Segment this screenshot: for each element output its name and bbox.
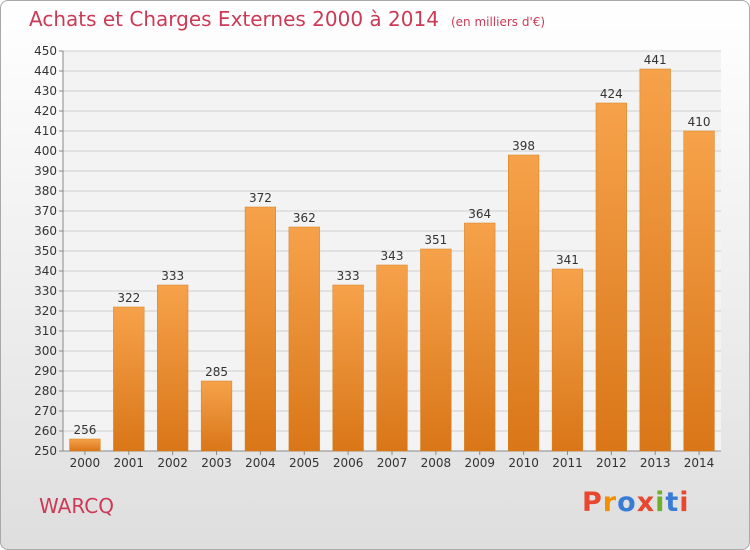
data-label: 256 [73, 423, 96, 437]
x-tick-label: 2003 [201, 456, 232, 470]
data-label: 322 [117, 291, 140, 305]
bar [157, 284, 189, 452]
bar [420, 248, 452, 452]
data-label: 424 [600, 87, 623, 101]
y-tick-label: 420 [34, 104, 57, 118]
logo-letter: o [617, 487, 637, 518]
bar [200, 380, 233, 452]
y-tick-label: 450 [34, 44, 57, 58]
data-label: 333 [337, 269, 360, 283]
bar [464, 222, 496, 452]
logo-letter: x [636, 487, 656, 518]
y-tick-label: 400 [34, 144, 57, 158]
bar [244, 206, 277, 452]
logo-letter: i [679, 487, 690, 518]
bar [376, 264, 408, 452]
bar [113, 306, 145, 452]
x-tick-label: 2011 [552, 456, 583, 470]
logo-letter: t [665, 487, 680, 518]
data-label: 362 [293, 211, 316, 225]
bar [639, 68, 671, 452]
data-label: 441 [644, 53, 667, 67]
y-tick-label: 360 [34, 224, 57, 238]
data-label: 343 [381, 249, 404, 263]
x-tick-label: 2002 [157, 456, 188, 470]
data-label: 333 [161, 269, 184, 283]
y-tick-label: 330 [34, 284, 57, 298]
y-tick-label: 390 [34, 164, 57, 178]
y-tick-label: 320 [34, 304, 57, 318]
logo-letter: i [655, 487, 666, 518]
bar [507, 154, 540, 452]
x-tick-label: 2010 [508, 456, 539, 470]
x-tick-label: 2004 [245, 456, 276, 470]
bar [595, 102, 627, 452]
y-tick-label: 380 [34, 184, 57, 198]
x-tick-label: 2005 [289, 456, 320, 470]
proxiti-logo[interactable]: Proxiti [582, 487, 690, 518]
logo-letter: r [602, 487, 618, 518]
unit-note: (en milliers d'€) [450, 15, 546, 29]
y-tick-label: 370 [34, 204, 57, 218]
y-tick-label: 250 [34, 444, 57, 458]
x-tick-label: 2001 [114, 456, 145, 470]
data-label: 364 [468, 207, 491, 221]
y-tick-label: 260 [34, 424, 57, 438]
y-tick-label: 350 [34, 244, 57, 258]
x-tick-label: 2007 [377, 456, 408, 470]
place-name: WARCQ [39, 494, 114, 518]
x-tick-label: 2009 [464, 456, 495, 470]
x-tick-label: 2006 [333, 456, 364, 470]
bar [332, 284, 364, 452]
x-tick-label: 2012 [596, 456, 627, 470]
y-tick-label: 310 [34, 324, 57, 338]
y-tick-label: 290 [34, 364, 57, 378]
x-tick-label: 2013 [640, 456, 671, 470]
y-tick-label: 300 [34, 344, 57, 358]
logo-letter: P [582, 487, 603, 518]
y-tick-label: 340 [34, 264, 57, 278]
data-label: 410 [688, 115, 711, 129]
x-tick-label: 2014 [684, 456, 715, 470]
bar [683, 130, 715, 452]
x-tick-label: 2008 [421, 456, 452, 470]
data-label: 285 [205, 365, 228, 379]
data-label: 372 [249, 191, 272, 205]
bar [69, 438, 101, 452]
data-label: 341 [556, 253, 579, 267]
y-tick-label: 440 [34, 64, 57, 78]
y-tick-label: 430 [34, 84, 57, 98]
y-tick-label: 280 [34, 384, 57, 398]
y-tick-label: 410 [34, 124, 57, 138]
data-label: 351 [424, 233, 447, 247]
bar [288, 226, 320, 452]
bar [551, 268, 584, 452]
chart-title: Achats et Charges Externes 2000 à 2014 (e… [29, 7, 545, 31]
x-tick-label: 2000 [70, 456, 101, 470]
y-tick-label: 270 [34, 404, 57, 418]
data-label: 398 [512, 139, 535, 153]
chart-title-text: Achats et Charges Externes 2000 à 2014 [29, 7, 439, 31]
